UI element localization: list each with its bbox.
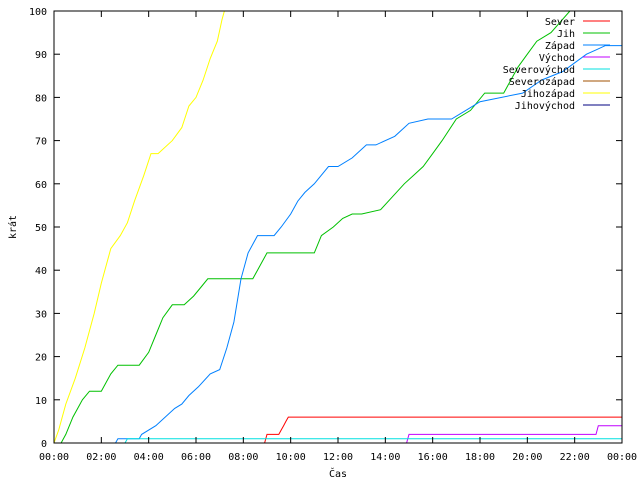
- series-line-západ: [54, 45, 622, 443]
- x-tick-label: 18:00: [465, 452, 495, 463]
- y-tick-label: 10: [35, 396, 47, 407]
- x-tick-label: 10:00: [276, 452, 306, 463]
- y-tick-label: 30: [35, 309, 47, 320]
- x-axis-label: Čas: [329, 467, 347, 480]
- y-tick-label: 70: [35, 137, 47, 148]
- legend-label: Severozápad: [509, 76, 575, 88]
- y-tick-label: 40: [35, 266, 47, 277]
- x-tick-label: 12:00: [323, 452, 353, 463]
- legend-label: Sever: [545, 17, 575, 28]
- x-tick-label: 00:00: [607, 452, 637, 463]
- y-tick-label: 90: [35, 50, 47, 61]
- y-tick-label: 20: [35, 353, 47, 364]
- y-tick-label: 0: [41, 439, 47, 450]
- legend-label: Západ: [545, 40, 575, 52]
- legend-label: Jihovýchod: [515, 100, 575, 112]
- x-tick-label: 02:00: [86, 452, 116, 463]
- x-tick-label: 16:00: [418, 452, 448, 463]
- series-line-východ: [54, 425, 622, 443]
- y-tick-label: 50: [35, 223, 47, 234]
- y-tick-label: 80: [35, 93, 47, 104]
- x-tick-label: 22:00: [560, 452, 590, 463]
- legend-label: Severovýchod: [503, 64, 575, 76]
- plot-lines: [54, 11, 622, 443]
- y-axis-label: krát: [7, 215, 19, 239]
- legend-label: Jih: [557, 29, 575, 40]
- series-line-jih: [54, 11, 622, 443]
- series-line-sever: [54, 416, 622, 443]
- x-tick-label: 06:00: [181, 452, 211, 463]
- x-tick-label: 14:00: [370, 452, 400, 463]
- x-tick-label: 08:00: [228, 452, 258, 463]
- legend: SeverJihZápadVýchodSeverovýchodSeverozáp…: [503, 17, 610, 112]
- x-tick-label: 00:00: [39, 452, 69, 463]
- legend-label: Východ: [539, 52, 575, 64]
- series-line-severovýchod: [54, 438, 622, 443]
- axis-ticks: 00:00 02:00 04:00 06:00 08:00 10:00 12:00 14:00…: [29, 7, 637, 463]
- x-tick-label: 20:00: [512, 452, 542, 463]
- legend-label: Jihozápad: [521, 88, 575, 100]
- x-tick-label: 04:00: [134, 452, 164, 463]
- y-tick-label: 100: [29, 7, 47, 18]
- series-line-jihozápad: [54, 11, 225, 443]
- y-tick-label: 60: [35, 180, 47, 191]
